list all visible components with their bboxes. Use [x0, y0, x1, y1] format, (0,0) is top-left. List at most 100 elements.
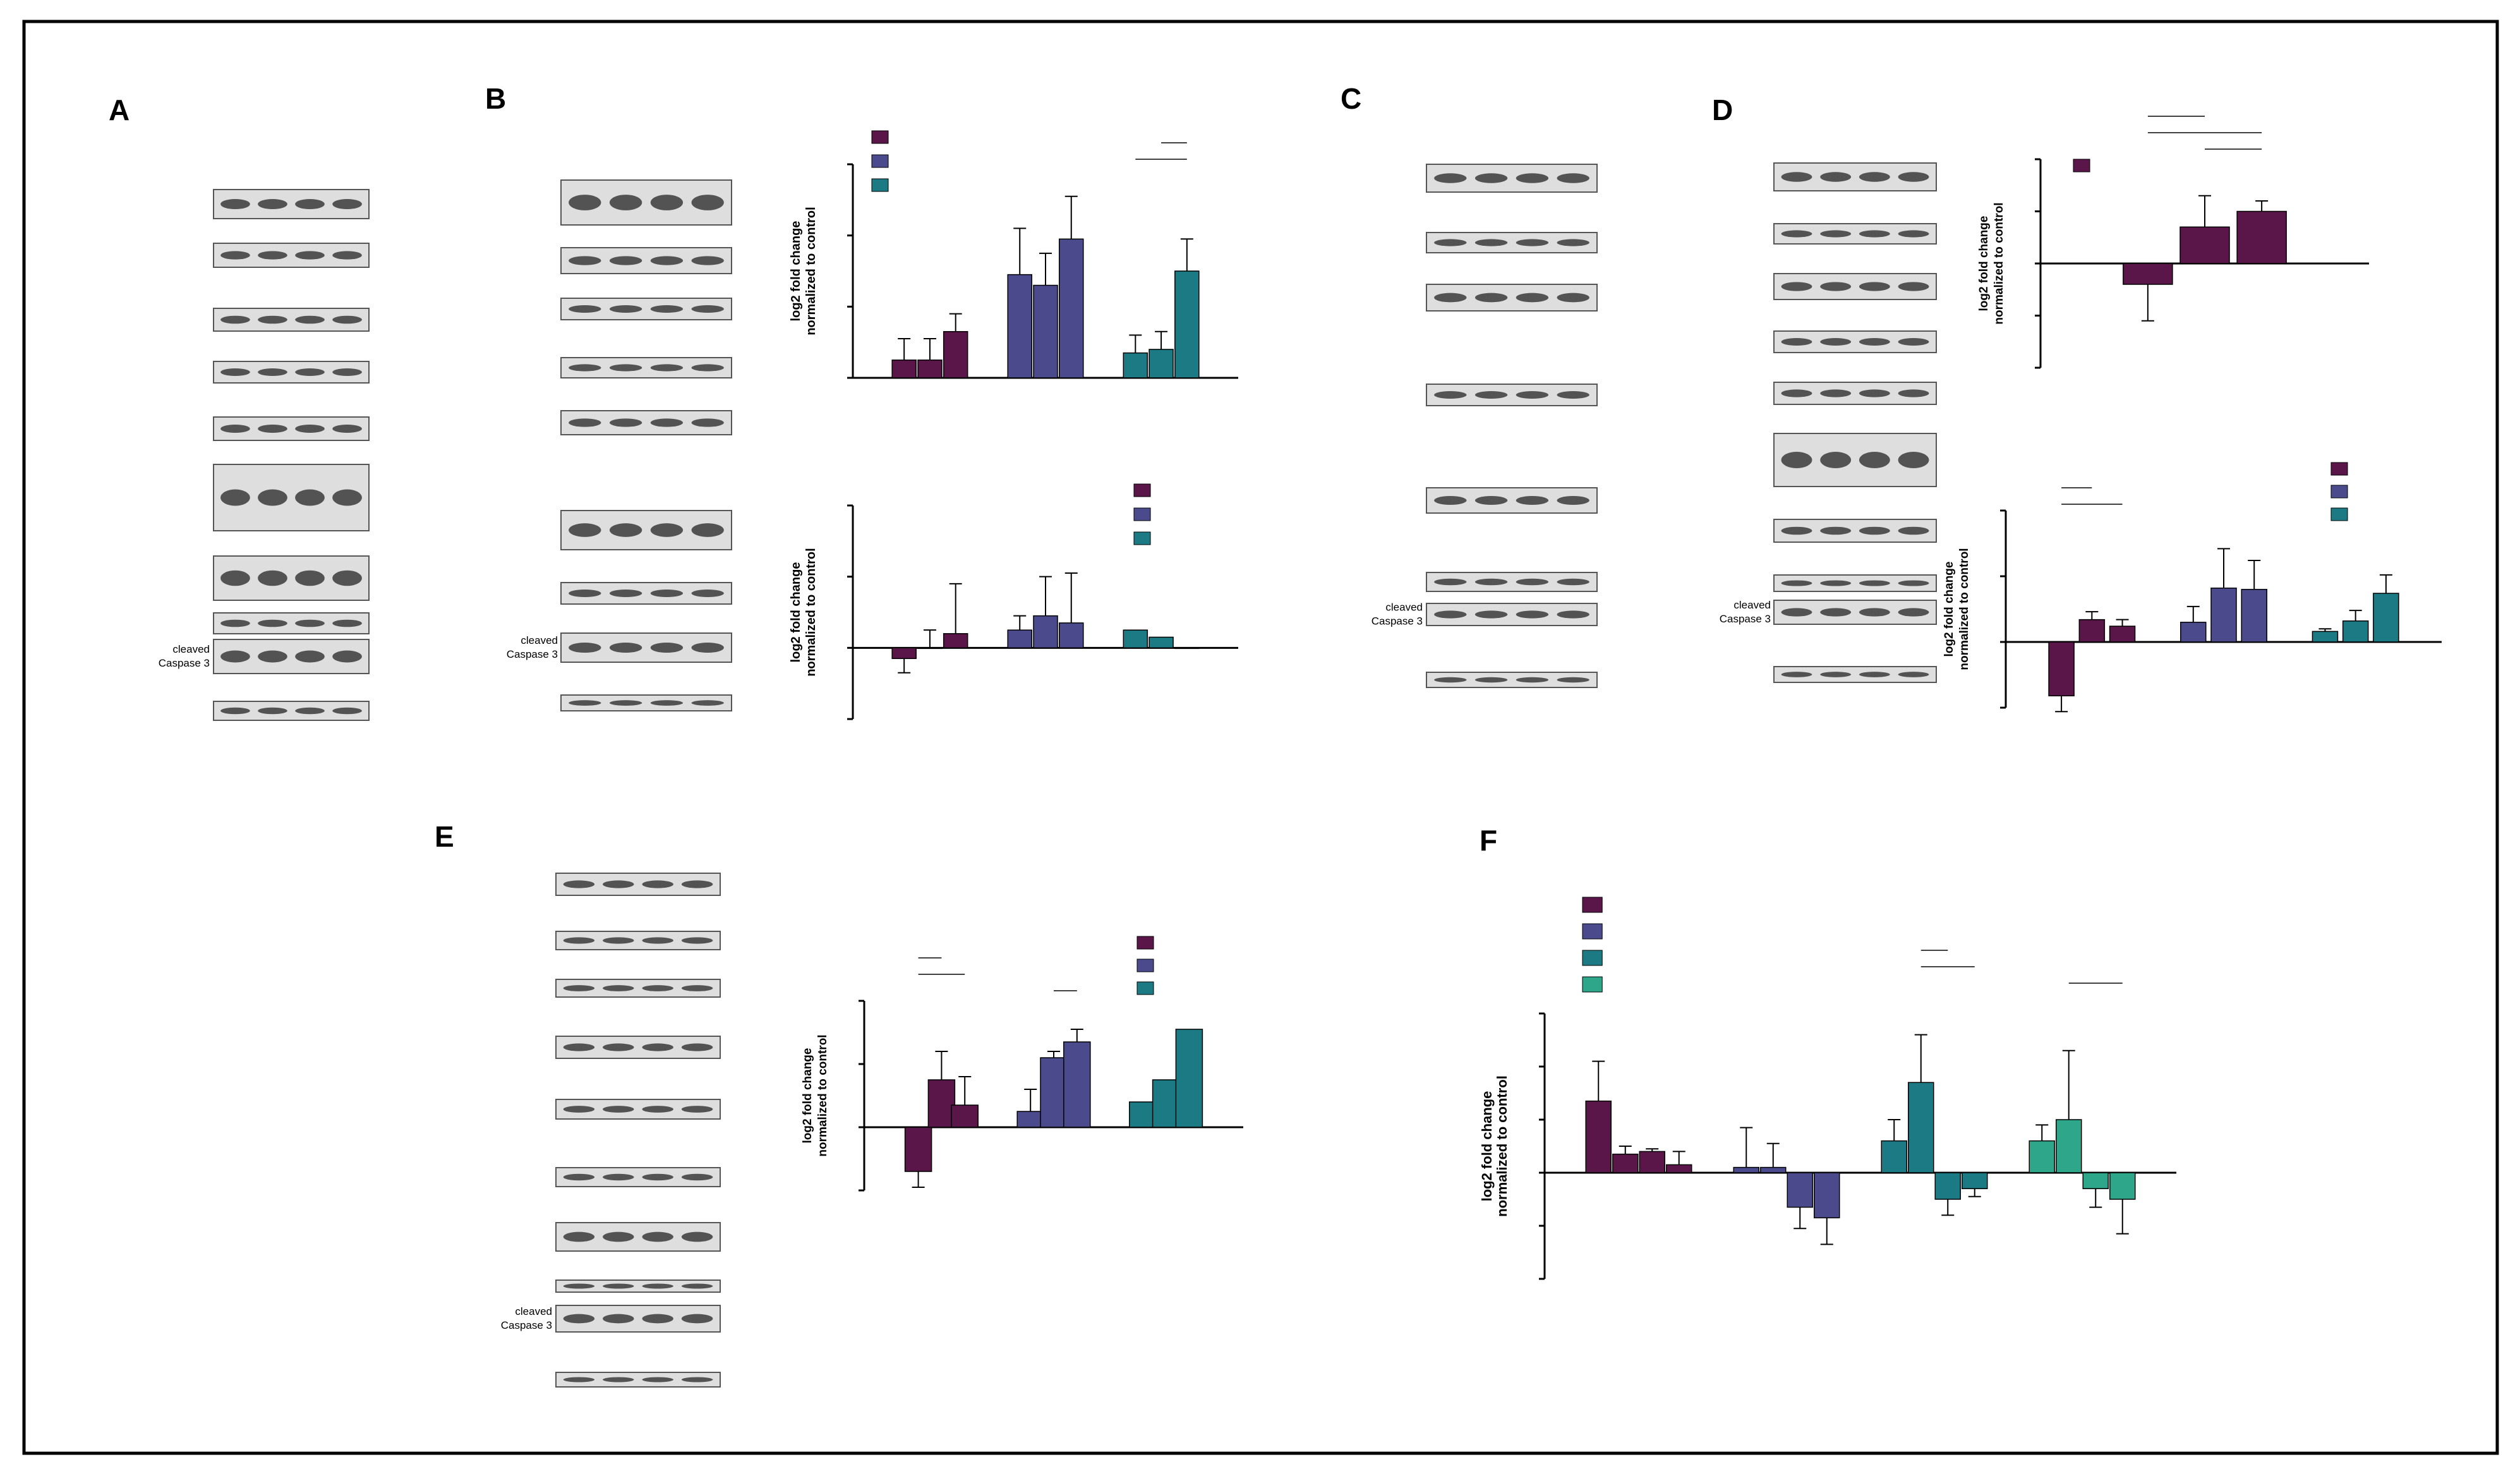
protein-band	[681, 1314, 713, 1324]
bar-molm13-24h-rev-50nm	[1760, 1166, 1787, 1173]
protein-band	[258, 198, 287, 210]
protein-band	[603, 1314, 634, 1324]
protein-band	[691, 700, 724, 706]
protein-band	[609, 590, 642, 597]
protein-band	[1898, 608, 1929, 617]
row-label-caspase3: Caspase 3	[1720, 613, 1771, 625]
chart-molm13-72h: log2 fold change normalized to control	[1943, 462, 2442, 713]
protein-band	[642, 985, 673, 991]
bar-bax-tami-100nm	[2342, 620, 2369, 643]
protein-band	[650, 523, 684, 537]
y-axis-label-line2: normalized to control	[804, 548, 818, 676]
protein-band	[1898, 580, 1929, 586]
protein-band	[295, 650, 325, 663]
protein-band	[1434, 610, 1467, 619]
protein-band	[332, 198, 362, 210]
bar-molm13-72h-combi	[1962, 1172, 1988, 1189]
protein-band	[603, 1043, 634, 1051]
protein-band	[569, 700, 601, 706]
protein-band	[1859, 452, 1890, 468]
protein-band	[1781, 282, 1812, 291]
legend-swatch	[1136, 936, 1154, 950]
protein-band	[642, 1314, 673, 1324]
bar-molm13-24h-combi	[1814, 1172, 1840, 1219]
protein-band	[1898, 389, 1929, 397]
bar-pu-1-tami-100nm	[917, 360, 943, 378]
protein-band	[1781, 230, 1812, 238]
bar-bax-rev-50nm	[1123, 629, 1148, 649]
bar-molm13-24h-control	[1733, 1166, 1759, 1173]
protein-band	[1859, 389, 1890, 397]
protein-band	[220, 198, 250, 210]
protein-band	[1859, 338, 1890, 346]
row-label-cleaved: cleaved	[1385, 602, 1423, 614]
chart-hl60-72h: log2 fold change normalized to control	[789, 483, 1238, 720]
protein-band	[1781, 580, 1812, 586]
protein-band	[295, 707, 325, 715]
protein-band	[569, 305, 601, 313]
row-label-cleaved: cleaved	[521, 634, 558, 646]
protein-band	[1820, 282, 1852, 291]
protein-band	[563, 985, 595, 991]
protein-band	[691, 256, 724, 265]
protein-band	[569, 364, 601, 372]
bar-oci-aml3-72h-tami-100nm	[2082, 1172, 2109, 1189]
y-axis-label-line2: normalized to control	[816, 1034, 829, 1156]
protein-band	[1434, 391, 1467, 399]
protein-band	[1859, 282, 1890, 291]
protein-band	[681, 1043, 713, 1051]
protein-band	[609, 364, 642, 372]
legend-swatch	[1582, 950, 1603, 966]
bar-cleaved-caspase-3-rev-50nm	[1016, 1111, 1044, 1128]
protein-band	[650, 590, 684, 597]
protein-band	[1557, 293, 1589, 303]
chart-pceba-cepba-ratio: log2 fold change normalized to control	[1479, 897, 2176, 1280]
protein-band	[650, 700, 684, 706]
bar-pu-1-rev-50nm	[2048, 641, 2075, 697]
protein-band	[295, 570, 325, 586]
bar-bax-combi	[2373, 593, 2399, 643]
protein-band	[681, 1106, 713, 1113]
blot-panel-a: cleaved Caspase 3	[159, 189, 370, 721]
protein-band	[1557, 578, 1589, 586]
bar-oci-aml3-72h-rev-50nm	[2056, 1119, 2082, 1173]
protein-band	[569, 523, 601, 537]
protein-band	[1474, 677, 1508, 683]
bar-bax-rev-50nm	[1123, 352, 1148, 378]
protein-band	[681, 1377, 713, 1382]
chart-oci-aml3-72h: log2 fold change normalized to control	[801, 936, 1243, 1192]
protein-band	[1820, 338, 1852, 346]
y-axis-label-line2: normalized to control	[1992, 202, 2006, 324]
protein-band	[603, 937, 634, 944]
bar-bax-tami-100nm	[1152, 1079, 1180, 1128]
protein-band	[1516, 496, 1549, 505]
protein-band	[1434, 496, 1467, 505]
protein-band	[1557, 677, 1589, 683]
protein-band	[681, 1283, 713, 1289]
protein-band	[569, 590, 601, 597]
bar-oci-aml3-72h-combi	[2109, 1172, 2136, 1200]
protein-band	[609, 305, 642, 313]
protein-band	[569, 642, 601, 653]
bar-bax-rev-50nm	[2312, 631, 2339, 643]
protein-band	[332, 315, 362, 324]
figure-frame	[22, 20, 2499, 1455]
protein-band	[1434, 239, 1467, 246]
protein-band	[1434, 578, 1467, 586]
protein-band	[650, 642, 684, 653]
protein-band	[1474, 610, 1508, 619]
protein-band	[642, 1173, 673, 1181]
bar-cleaved-caspase-3-tami-100nm	[2210, 587, 2237, 643]
bar-bax-tami-100nm	[1148, 636, 1174, 649]
legend-swatch	[1582, 976, 1603, 993]
protein-band	[563, 1377, 595, 1382]
panel-letter-d: D	[1712, 94, 1733, 126]
protein-band	[220, 425, 250, 433]
protein-band	[1474, 578, 1508, 586]
panel-letter-b: B	[485, 82, 506, 115]
bar-cleaved-caspase-3-combi	[1059, 622, 1084, 649]
protein-band	[1820, 230, 1852, 238]
protein-band	[258, 425, 287, 433]
protein-band	[691, 418, 724, 427]
